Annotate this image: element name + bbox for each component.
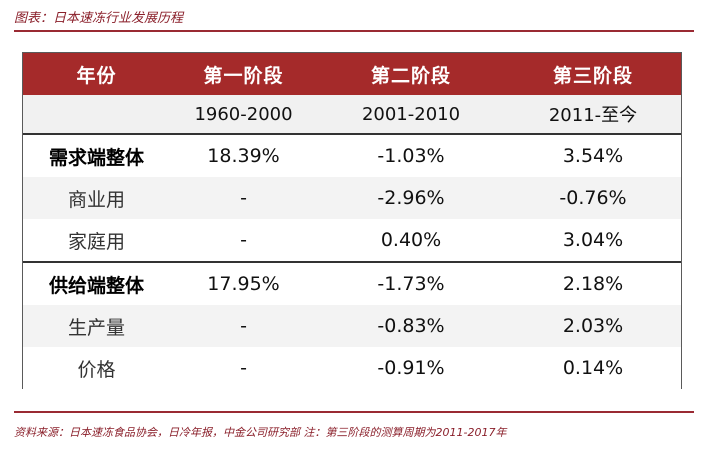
top-divider	[14, 30, 694, 32]
table-row: 供给端整体 17.95% -1.73% 2.18%	[23, 262, 681, 305]
data-table: 年份 第一阶段 第二阶段 第三阶段 1960-2000 2001-2010 20…	[22, 52, 682, 389]
cell-stage-3: 2.18%	[505, 262, 681, 305]
cell-stage-3: -0.76%	[505, 177, 681, 219]
period-label	[23, 95, 170, 135]
period-stage-1: 1960-2000	[170, 95, 317, 135]
table-header-row: 年份 第一阶段 第二阶段 第三阶段	[23, 53, 681, 95]
cell-stage-1: 18.39%	[170, 134, 317, 177]
cell-stage-2: 0.40%	[317, 219, 505, 263]
header-stage-3: 第三阶段	[505, 53, 681, 95]
cell-stage-1: -	[170, 219, 317, 263]
cell-stage-1: 17.95%	[170, 262, 317, 305]
table-row: 生产量 - -0.83% 2.03%	[23, 305, 681, 347]
cell-stage-3: 3.54%	[505, 134, 681, 177]
header-stage-2: 第二阶段	[317, 53, 505, 95]
cell-stage-2: -1.73%	[317, 262, 505, 305]
row-label: 家庭用	[23, 219, 170, 263]
period-stage-2: 2001-2010	[317, 95, 505, 135]
table-row: 价格 - -0.91% 0.14%	[23, 347, 681, 389]
row-label: 需求端整体	[23, 134, 170, 177]
bottom-divider	[14, 411, 694, 413]
cell-stage-2: -0.91%	[317, 347, 505, 389]
table-row: 需求端整体 18.39% -1.03% 3.54%	[23, 134, 681, 177]
cell-stage-3: 2.03%	[505, 305, 681, 347]
period-row: 1960-2000 2001-2010 2011-至今	[23, 95, 681, 135]
cell-stage-2: -0.83%	[317, 305, 505, 347]
row-label: 生产量	[23, 305, 170, 347]
cell-stage-1: -	[170, 347, 317, 389]
cell-stage-3: 3.04%	[505, 219, 681, 263]
table-row: 商业用 - -2.96% -0.76%	[23, 177, 681, 219]
cell-stage-1: -	[170, 305, 317, 347]
figure-title: 图表：日本速冻行业发展历程	[14, 11, 184, 26]
header-stage-1: 第一阶段	[170, 53, 317, 95]
row-label: 商业用	[23, 177, 170, 219]
period-stage-3: 2011-至今	[505, 95, 681, 135]
header-year: 年份	[23, 53, 170, 95]
source-note: 资料来源：日本速冻食品协会，日冷年报，中金公司研究部 注：第三阶段的测算周期为2…	[14, 426, 507, 439]
cell-stage-3: 0.14%	[505, 347, 681, 389]
table-row: 家庭用 - 0.40% 3.04%	[23, 219, 681, 263]
cell-stage-1: -	[170, 177, 317, 219]
row-label: 价格	[23, 347, 170, 389]
row-label: 供给端整体	[23, 262, 170, 305]
cell-stage-2: -1.03%	[317, 134, 505, 177]
cell-stage-2: -2.96%	[317, 177, 505, 219]
